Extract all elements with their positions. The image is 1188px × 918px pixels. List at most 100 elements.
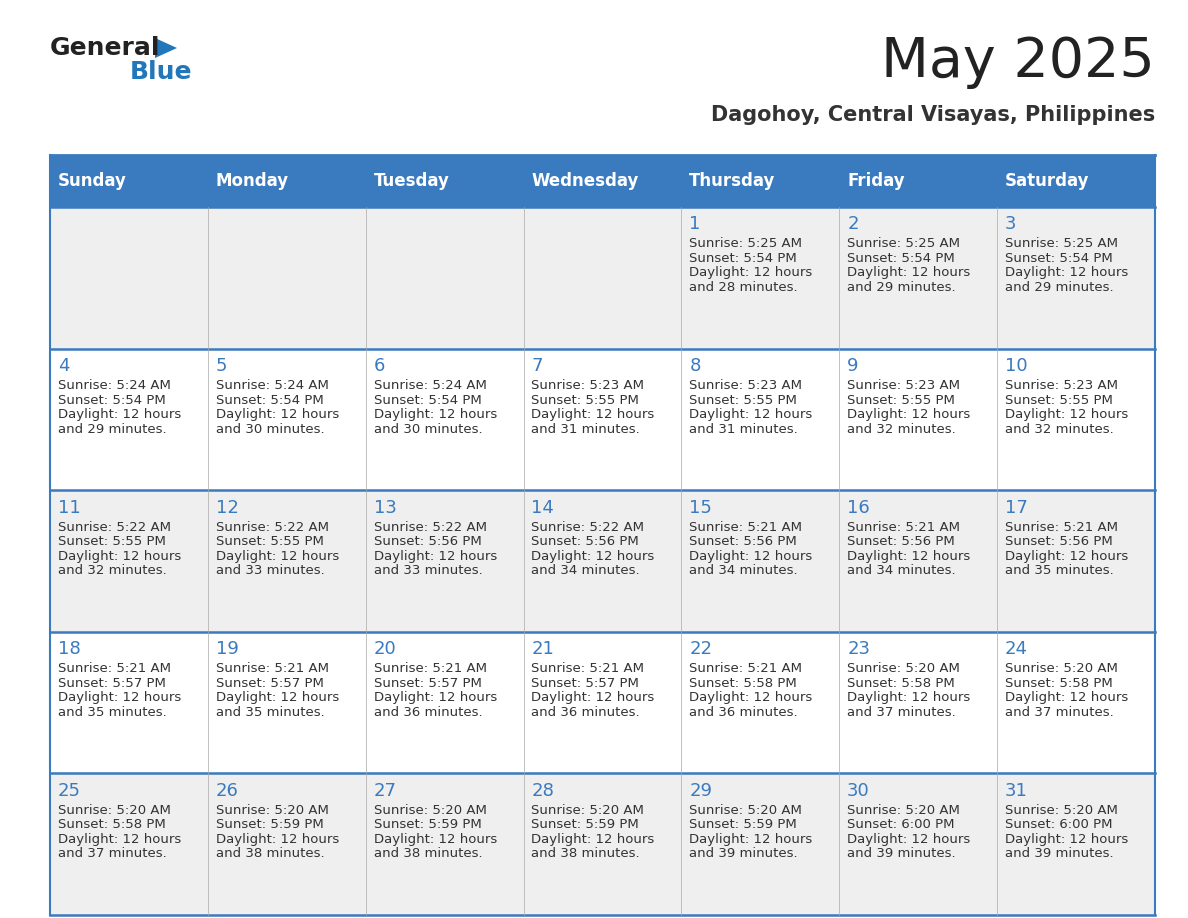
- Text: Daylight: 12 hours: Daylight: 12 hours: [1005, 409, 1129, 421]
- Bar: [50, 773, 1155, 915]
- Text: and 36 minutes.: and 36 minutes.: [373, 706, 482, 719]
- Text: and 34 minutes.: and 34 minutes.: [689, 565, 798, 577]
- Text: Sunset: 5:54 PM: Sunset: 5:54 PM: [58, 394, 165, 407]
- Text: 30: 30: [847, 782, 870, 800]
- Text: 8: 8: [689, 357, 701, 375]
- Text: Daylight: 12 hours: Daylight: 12 hours: [847, 691, 971, 704]
- Text: Sunrise: 5:20 AM: Sunrise: 5:20 AM: [216, 804, 329, 817]
- Text: 16: 16: [847, 498, 870, 517]
- Text: Sunrise: 5:20 AM: Sunrise: 5:20 AM: [373, 804, 486, 817]
- Text: and 33 minutes.: and 33 minutes.: [216, 565, 324, 577]
- Text: and 34 minutes.: and 34 minutes.: [531, 565, 640, 577]
- Text: and 31 minutes.: and 31 minutes.: [689, 422, 798, 436]
- Bar: [50, 349, 1155, 490]
- Text: and 32 minutes.: and 32 minutes.: [58, 565, 166, 577]
- Text: Dagohoy, Central Visayas, Philippines: Dagohoy, Central Visayas, Philippines: [710, 105, 1155, 125]
- Bar: [50, 632, 1155, 773]
- Text: Sunrise: 5:20 AM: Sunrise: 5:20 AM: [689, 804, 802, 817]
- Text: 23: 23: [847, 640, 870, 658]
- Text: 22: 22: [689, 640, 713, 658]
- Text: 15: 15: [689, 498, 712, 517]
- Text: Daylight: 12 hours: Daylight: 12 hours: [531, 833, 655, 845]
- Text: 28: 28: [531, 782, 555, 800]
- Text: and 39 minutes.: and 39 minutes.: [689, 847, 798, 860]
- Text: Sunset: 5:58 PM: Sunset: 5:58 PM: [58, 818, 165, 832]
- Text: and 28 minutes.: and 28 minutes.: [689, 281, 798, 294]
- Text: Daylight: 12 hours: Daylight: 12 hours: [1005, 833, 1129, 845]
- Text: and 36 minutes.: and 36 minutes.: [531, 706, 640, 719]
- Text: Sunrise: 5:21 AM: Sunrise: 5:21 AM: [58, 662, 171, 676]
- Polygon shape: [154, 38, 177, 58]
- Text: Sunrise: 5:22 AM: Sunrise: 5:22 AM: [216, 521, 329, 533]
- Text: Sunset: 5:59 PM: Sunset: 5:59 PM: [373, 818, 481, 832]
- Bar: [50, 155, 1155, 207]
- Text: Sunrise: 5:21 AM: Sunrise: 5:21 AM: [689, 521, 802, 533]
- Text: Daylight: 12 hours: Daylight: 12 hours: [216, 833, 339, 845]
- Text: Sunset: 5:56 PM: Sunset: 5:56 PM: [531, 535, 639, 548]
- Text: Sunset: 5:55 PM: Sunset: 5:55 PM: [1005, 394, 1113, 407]
- Bar: [50, 207, 1155, 349]
- Text: Sunset: 5:57 PM: Sunset: 5:57 PM: [373, 677, 481, 689]
- Text: Daylight: 12 hours: Daylight: 12 hours: [689, 266, 813, 279]
- Text: Sunrise: 5:22 AM: Sunrise: 5:22 AM: [58, 521, 171, 533]
- Text: and 35 minutes.: and 35 minutes.: [216, 706, 324, 719]
- Text: Sunset: 5:54 PM: Sunset: 5:54 PM: [847, 252, 955, 265]
- Text: and 38 minutes.: and 38 minutes.: [373, 847, 482, 860]
- Text: and 35 minutes.: and 35 minutes.: [1005, 565, 1114, 577]
- Text: Saturday: Saturday: [1005, 172, 1089, 190]
- Text: and 32 minutes.: and 32 minutes.: [847, 422, 956, 436]
- Text: 9: 9: [847, 357, 859, 375]
- Text: 2: 2: [847, 216, 859, 233]
- Text: Sunrise: 5:24 AM: Sunrise: 5:24 AM: [58, 379, 171, 392]
- Text: 6: 6: [373, 357, 385, 375]
- Text: and 33 minutes.: and 33 minutes.: [373, 565, 482, 577]
- Text: Daylight: 12 hours: Daylight: 12 hours: [1005, 550, 1129, 563]
- Text: 4: 4: [58, 357, 69, 375]
- Text: Sunrise: 5:21 AM: Sunrise: 5:21 AM: [373, 662, 487, 676]
- Text: Daylight: 12 hours: Daylight: 12 hours: [1005, 691, 1129, 704]
- Text: and 36 minutes.: and 36 minutes.: [689, 706, 798, 719]
- Text: and 30 minutes.: and 30 minutes.: [373, 422, 482, 436]
- Text: Daylight: 12 hours: Daylight: 12 hours: [58, 833, 181, 845]
- Text: and 39 minutes.: and 39 minutes.: [1005, 847, 1113, 860]
- Text: Sunset: 6:00 PM: Sunset: 6:00 PM: [1005, 818, 1112, 832]
- Text: Daylight: 12 hours: Daylight: 12 hours: [373, 409, 497, 421]
- Text: 3: 3: [1005, 216, 1017, 233]
- Text: Daylight: 12 hours: Daylight: 12 hours: [1005, 266, 1129, 279]
- Text: and 34 minutes.: and 34 minutes.: [847, 565, 956, 577]
- Text: Sunset: 5:59 PM: Sunset: 5:59 PM: [531, 818, 639, 832]
- Text: Sunset: 5:57 PM: Sunset: 5:57 PM: [216, 677, 323, 689]
- Text: Sunrise: 5:24 AM: Sunrise: 5:24 AM: [216, 379, 329, 392]
- Text: Sunset: 5:54 PM: Sunset: 5:54 PM: [216, 394, 323, 407]
- Text: 31: 31: [1005, 782, 1028, 800]
- Text: Thursday: Thursday: [689, 172, 776, 190]
- Text: Sunrise: 5:21 AM: Sunrise: 5:21 AM: [216, 662, 329, 676]
- Text: General: General: [50, 36, 160, 60]
- Text: Sunday: Sunday: [58, 172, 127, 190]
- Text: Sunset: 5:55 PM: Sunset: 5:55 PM: [58, 535, 166, 548]
- Text: and 29 minutes.: and 29 minutes.: [1005, 281, 1113, 294]
- Text: Sunset: 5:58 PM: Sunset: 5:58 PM: [1005, 677, 1113, 689]
- Text: Tuesday: Tuesday: [373, 172, 449, 190]
- Text: Sunrise: 5:22 AM: Sunrise: 5:22 AM: [373, 521, 487, 533]
- Text: 13: 13: [373, 498, 397, 517]
- Text: 10: 10: [1005, 357, 1028, 375]
- Text: 25: 25: [58, 782, 81, 800]
- Text: Sunset: 5:57 PM: Sunset: 5:57 PM: [58, 677, 166, 689]
- Text: Daylight: 12 hours: Daylight: 12 hours: [531, 409, 655, 421]
- Text: Sunrise: 5:25 AM: Sunrise: 5:25 AM: [847, 238, 960, 251]
- Text: Sunset: 5:55 PM: Sunset: 5:55 PM: [531, 394, 639, 407]
- Text: and 39 minutes.: and 39 minutes.: [847, 847, 956, 860]
- Text: Daylight: 12 hours: Daylight: 12 hours: [216, 691, 339, 704]
- Text: and 35 minutes.: and 35 minutes.: [58, 706, 166, 719]
- Text: Sunset: 5:54 PM: Sunset: 5:54 PM: [373, 394, 481, 407]
- Text: Daylight: 12 hours: Daylight: 12 hours: [847, 266, 971, 279]
- Text: Sunset: 5:56 PM: Sunset: 5:56 PM: [373, 535, 481, 548]
- Text: 26: 26: [216, 782, 239, 800]
- Text: and 37 minutes.: and 37 minutes.: [847, 706, 956, 719]
- Text: Sunset: 5:57 PM: Sunset: 5:57 PM: [531, 677, 639, 689]
- Text: and 31 minutes.: and 31 minutes.: [531, 422, 640, 436]
- Text: Sunset: 5:56 PM: Sunset: 5:56 PM: [847, 535, 955, 548]
- Text: Daylight: 12 hours: Daylight: 12 hours: [847, 550, 971, 563]
- Text: Sunset: 5:56 PM: Sunset: 5:56 PM: [689, 535, 797, 548]
